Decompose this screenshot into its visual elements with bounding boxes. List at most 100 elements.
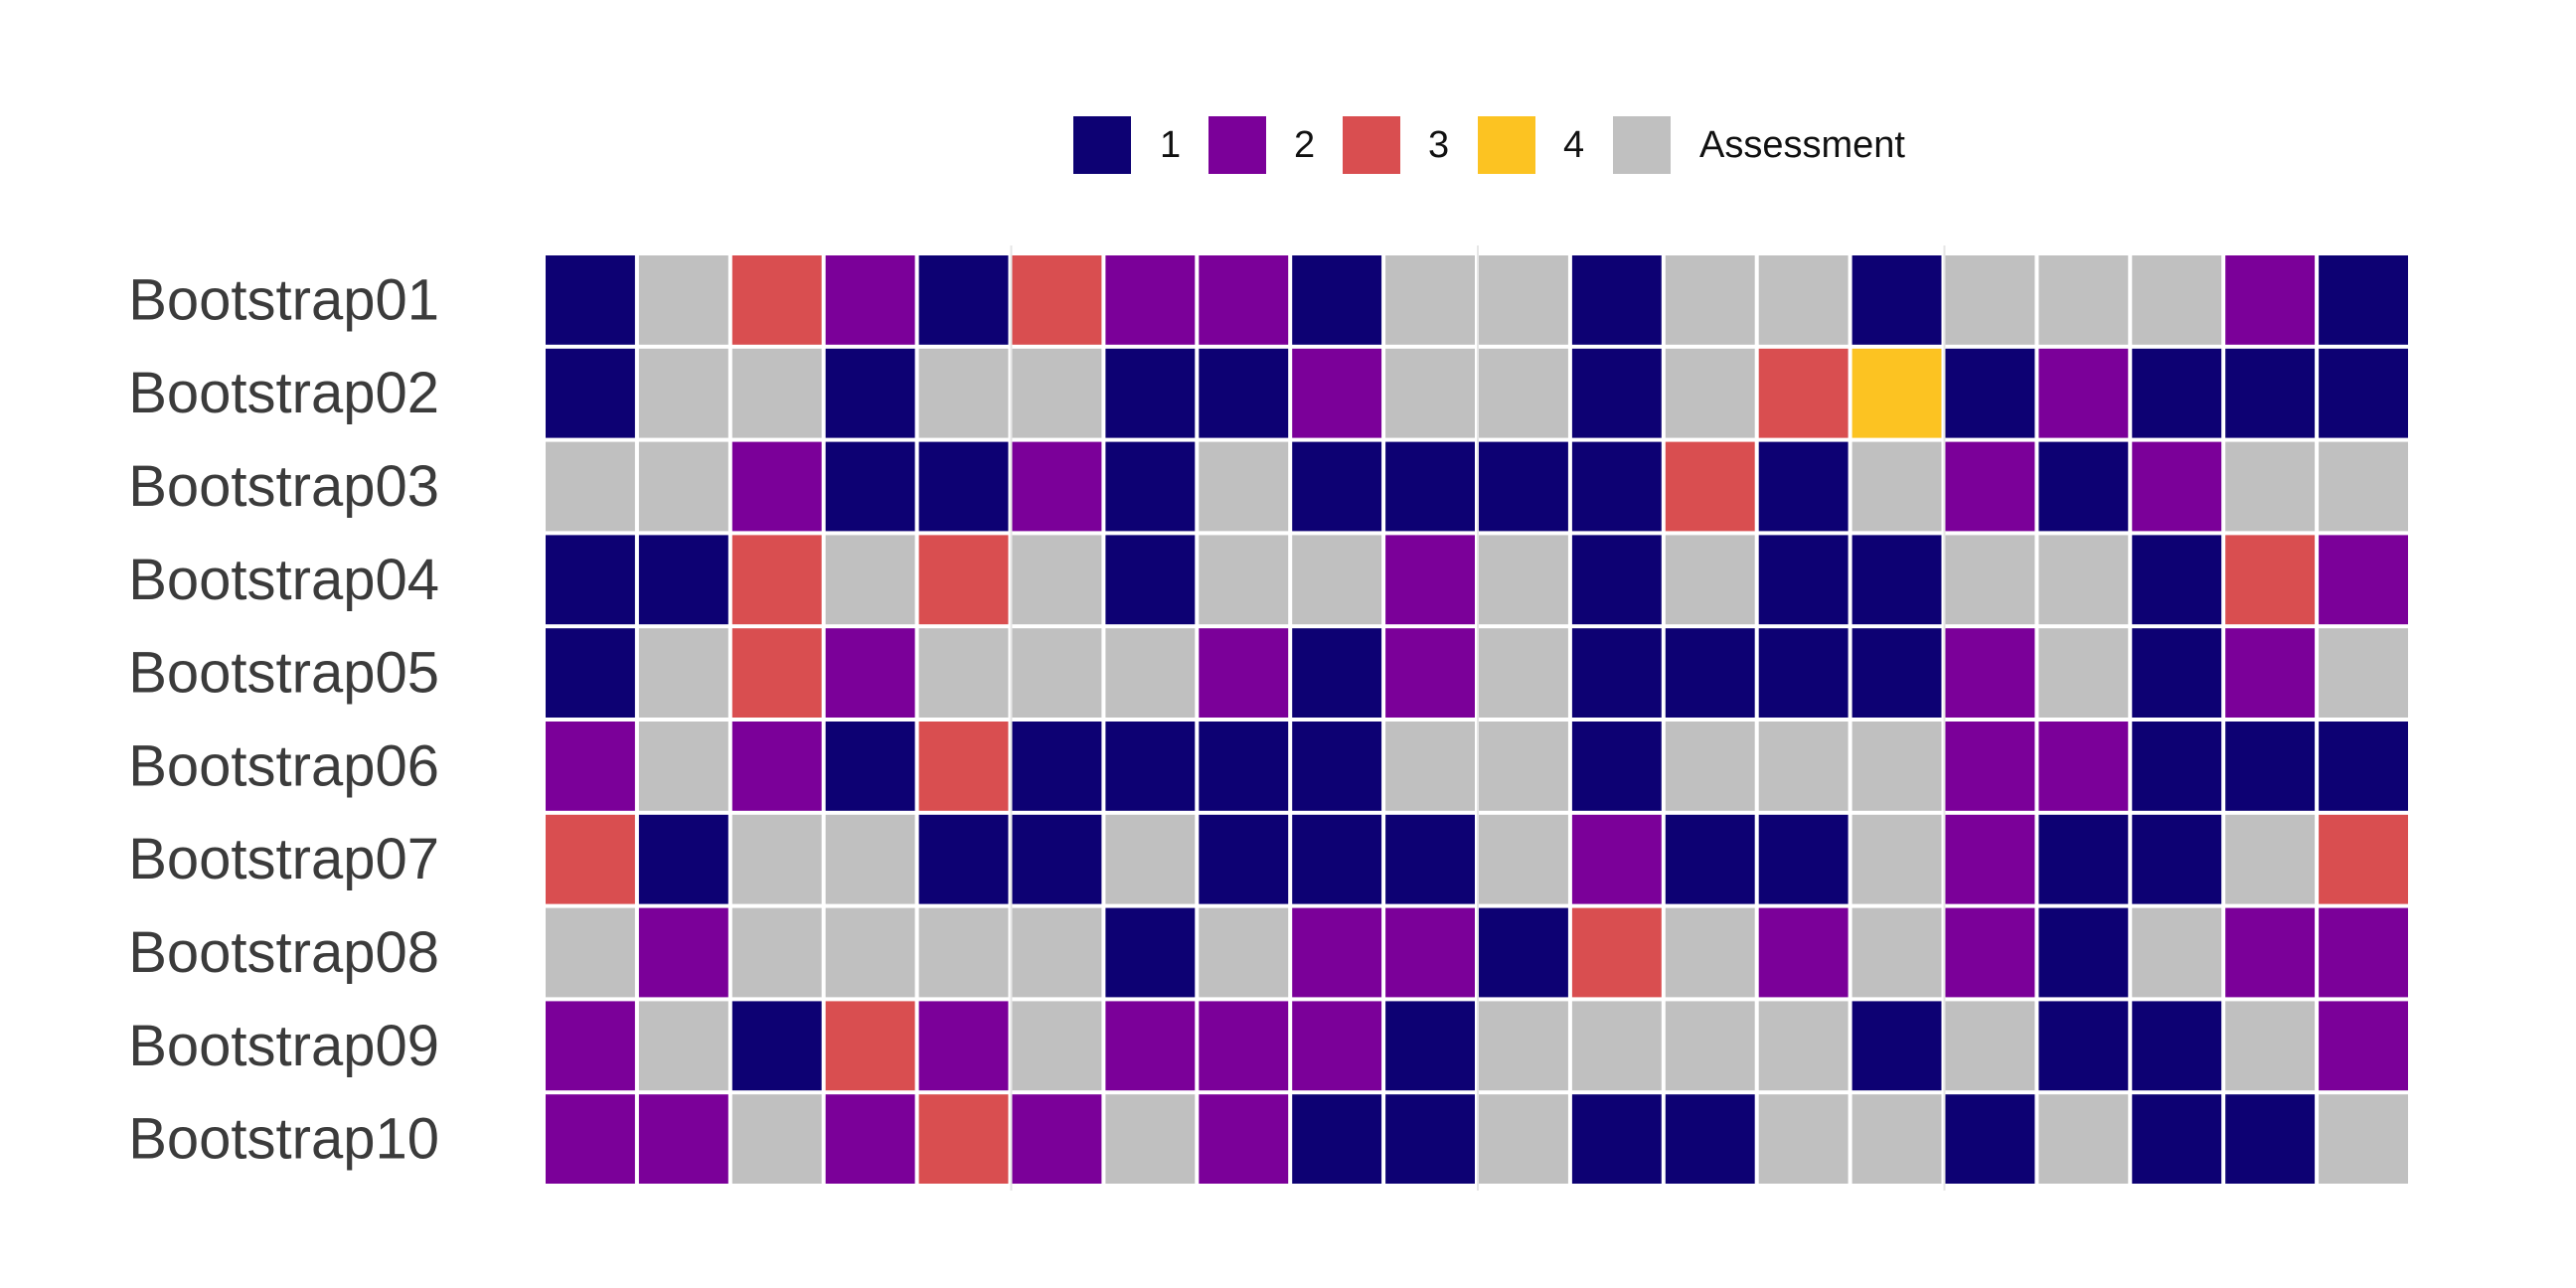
cell-r4-c14 <box>1758 535 1849 625</box>
cell-r10-c8 <box>1199 1094 1289 1184</box>
cell-r5-c19 <box>2225 628 2316 718</box>
cell-r6-c10 <box>1385 722 1475 811</box>
cell-r4-c7 <box>1105 535 1196 625</box>
cell-r8-c11 <box>1479 907 1568 998</box>
cell-r1-c2 <box>638 255 728 345</box>
cell-r4-c11 <box>1479 535 1568 625</box>
cell-r10-c20 <box>2319 1094 2408 1184</box>
cell-r2-c10 <box>1385 348 1475 438</box>
cell-r6-c6 <box>1012 722 1102 811</box>
cell-r1-c13 <box>1665 255 1755 345</box>
cell-r9-c17 <box>2038 1001 2129 1091</box>
cell-r10-c18 <box>2132 1094 2222 1184</box>
cell-r3-c20 <box>2319 441 2408 532</box>
legend-label-5: Assessment <box>1699 124 1905 166</box>
cell-r9-c9 <box>1292 1001 1382 1091</box>
cell-r5-c16 <box>1945 628 2035 718</box>
cell-r8-c3 <box>731 907 822 998</box>
cell-r2-c5 <box>918 348 1009 438</box>
cell-r9-c20 <box>2319 1001 2408 1091</box>
cell-r7-c13 <box>1665 814 1755 904</box>
cell-r1-c3 <box>731 255 822 345</box>
cell-r3-c17 <box>2038 441 2129 532</box>
cell-r9-c1 <box>546 1001 635 1091</box>
cell-r10-c17 <box>2038 1094 2129 1184</box>
cell-r3-c12 <box>1571 441 1662 532</box>
cell-r7-c9 <box>1292 814 1382 904</box>
row-label-1: Bootstrap01 <box>128 267 439 332</box>
cell-r8-c12 <box>1571 907 1662 998</box>
cell-r7-c15 <box>1852 814 1942 904</box>
cell-r3-c18 <box>2132 441 2222 532</box>
legend-swatch-2 <box>1208 116 1266 174</box>
cell-r8-c10 <box>1385 907 1475 998</box>
cell-r2-c12 <box>1571 348 1662 438</box>
cell-r4-c6 <box>1012 535 1102 625</box>
cell-r3-c1 <box>546 441 635 532</box>
cell-r1-c1 <box>546 255 635 345</box>
cell-r10-c11 <box>1479 1094 1568 1184</box>
cell-r3-c10 <box>1385 441 1475 532</box>
cell-r10-c16 <box>1945 1094 2035 1184</box>
cell-r5-c6 <box>1012 628 1102 718</box>
cell-r3-c7 <box>1105 441 1196 532</box>
cell-r8-c5 <box>918 907 1009 998</box>
cell-r8-c19 <box>2225 907 2316 998</box>
cell-r1-c7 <box>1105 255 1196 345</box>
cells <box>546 255 2408 1184</box>
cell-r1-c16 <box>1945 255 2035 345</box>
cell-r4-c5 <box>918 535 1009 625</box>
cell-r6-c15 <box>1852 722 1942 811</box>
cell-r1-c18 <box>2132 255 2222 345</box>
cell-r1-c6 <box>1012 255 1102 345</box>
cell-r4-c8 <box>1199 535 1289 625</box>
cell-r7-c17 <box>2038 814 2129 904</box>
cell-r8-c20 <box>2319 907 2408 998</box>
cell-r1-c19 <box>2225 255 2316 345</box>
cell-r6-c19 <box>2225 722 2316 811</box>
cell-r1-c11 <box>1479 255 1568 345</box>
cell-r5-c20 <box>2319 628 2408 718</box>
cell-r3-c9 <box>1292 441 1382 532</box>
row-label-8: Bootstrap08 <box>128 920 439 985</box>
cell-r3-c16 <box>1945 441 2035 532</box>
cell-r2-c6 <box>1012 348 1102 438</box>
legend-swatch-1 <box>1073 116 1131 174</box>
row-label-2: Bootstrap02 <box>128 361 439 425</box>
cell-r3-c3 <box>731 441 822 532</box>
cell-r1-c14 <box>1758 255 1849 345</box>
cell-r4-c20 <box>2319 535 2408 625</box>
cell-r6-c5 <box>918 722 1009 811</box>
cell-r10-c9 <box>1292 1094 1382 1184</box>
cell-r8-c2 <box>638 907 728 998</box>
cell-r5-c10 <box>1385 628 1475 718</box>
cell-r4-c15 <box>1852 535 1942 625</box>
cell-r1-c12 <box>1571 255 1662 345</box>
cell-r9-c19 <box>2225 1001 2316 1091</box>
cell-r2-c2 <box>638 348 728 438</box>
cell-r8-c4 <box>825 907 915 998</box>
cell-r5-c3 <box>731 628 822 718</box>
cell-r7-c7 <box>1105 814 1196 904</box>
cell-r3-c6 <box>1012 441 1102 532</box>
cell-r9-c5 <box>918 1001 1009 1091</box>
cell-r4-c10 <box>1385 535 1475 625</box>
cell-r10-c14 <box>1758 1094 1849 1184</box>
row-label-10: Bootstrap10 <box>128 1107 439 1172</box>
cell-r5-c4 <box>825 628 915 718</box>
cell-r2-c17 <box>2038 348 2129 438</box>
cell-r1-c15 <box>1852 255 1942 345</box>
cell-r6-c8 <box>1199 722 1289 811</box>
row-label-7: Bootstrap07 <box>128 827 439 891</box>
cell-r5-c15 <box>1852 628 1942 718</box>
cell-r9-c2 <box>638 1001 728 1091</box>
cell-r10-c19 <box>2225 1094 2316 1184</box>
cell-r6-c7 <box>1105 722 1196 811</box>
cell-r8-c13 <box>1665 907 1755 998</box>
cell-r7-c19 <box>2225 814 2316 904</box>
cell-r6-c18 <box>2132 722 2222 811</box>
cell-r8-c7 <box>1105 907 1196 998</box>
cell-r9-c3 <box>731 1001 822 1091</box>
cell-r6-c1 <box>546 722 635 811</box>
cell-r5-c12 <box>1571 628 1662 718</box>
